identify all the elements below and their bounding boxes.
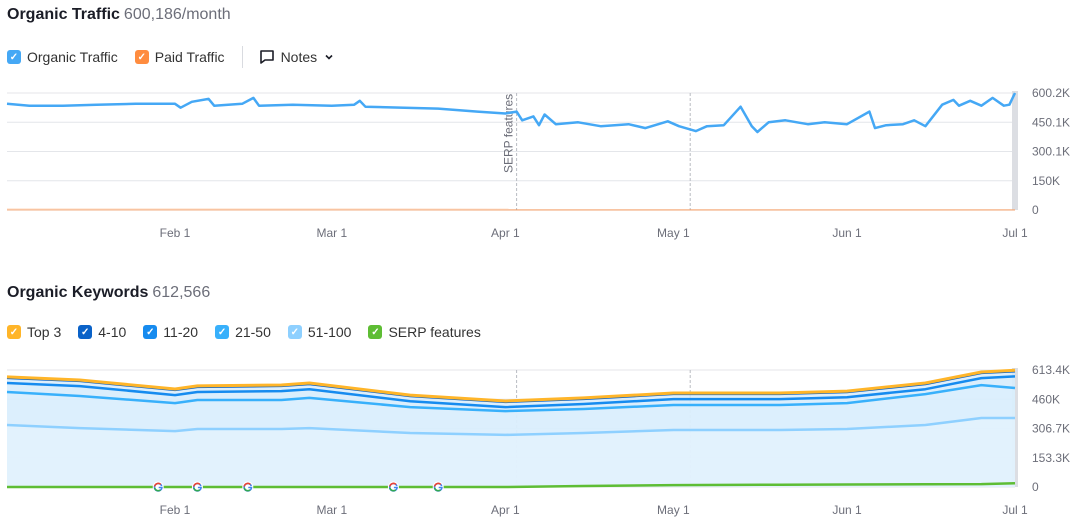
y-tick-label: 150K	[1032, 174, 1060, 188]
google-g-red	[243, 482, 251, 487]
keywords-title-text: Organic Keywords	[7, 284, 149, 301]
legend-label: 21-50	[235, 324, 271, 340]
chevron-down-icon	[325, 54, 333, 60]
google-icon	[191, 481, 203, 493]
x-tick-label: Jun 1	[832, 503, 862, 517]
legend-label: Organic Traffic	[27, 49, 118, 65]
checkbox-icon[interactable]: ✓	[7, 50, 21, 64]
x-tick-label: Apr 1	[491, 226, 520, 240]
keywords-title: Organic Keywords 612,566	[7, 284, 210, 302]
google-icon	[432, 481, 444, 493]
google-g-green	[433, 487, 441, 492]
legend-21-50[interactable]: ✓ 21-50	[215, 324, 271, 340]
google-g-green	[389, 487, 397, 492]
x-tick-label: Mar 1	[316, 503, 347, 517]
y-tick-label: 460K	[1032, 392, 1060, 406]
checkbox-icon[interactable]: ✓	[287, 325, 302, 339]
legend-label: Paid Traffic	[154, 49, 225, 65]
google-g-green	[243, 487, 251, 492]
x-tick-label: Jun 1	[832, 226, 862, 240]
checkbox-icon[interactable]: ✓	[368, 325, 383, 339]
notes-label: Notes	[280, 49, 318, 65]
x-tick-label: Apr 1	[491, 503, 520, 517]
checkbox-icon[interactable]: ✓	[215, 325, 230, 339]
x-tick-label: Mar 1	[316, 226, 347, 240]
x-tick-label: Feb 1	[160, 503, 191, 517]
comment-icon	[259, 50, 274, 64]
traffic-title-text: Organic Traffic	[7, 6, 120, 23]
google-g-green	[193, 487, 201, 492]
divider	[241, 46, 243, 68]
google-g-green	[153, 487, 161, 492]
google-icon	[387, 481, 399, 493]
x-tick-label: May 1	[657, 503, 690, 517]
legend-11-20[interactable]: ✓ 11-20	[143, 324, 198, 340]
google-g-red	[389, 482, 397, 487]
series-line-51-100	[6, 416, 1015, 437]
checkbox-icon[interactable]: ✓	[143, 325, 158, 339]
series-area	[7, 418, 1015, 487]
y-tick-label: 300.1K	[1032, 145, 1070, 159]
google-icon	[242, 481, 254, 493]
google-g-red	[153, 482, 162, 487]
y-tick-label: 306.7K	[1032, 422, 1070, 436]
legend-top-3[interactable]: ✓ Top 3	[7, 324, 61, 340]
google-icon	[152, 481, 164, 493]
traffic-total: 600,186/month	[123, 6, 231, 23]
legend-organic-traffic[interactable]: ✓ Organic Traffic	[7, 49, 118, 65]
checkbox-icon[interactable]: ✓	[134, 50, 149, 64]
legend-label: 4-10	[98, 324, 127, 340]
y-tick-label: 600.2K	[1032, 86, 1070, 100]
legend-serp-features[interactable]: ✓ SERP features	[368, 324, 481, 340]
traffic-title: Organic Traffic 600,186/month	[7, 6, 231, 24]
series-line-organic-traffic	[6, 92, 1017, 134]
google-g-red	[193, 482, 201, 487]
x-tick-label: Feb 1	[160, 226, 191, 240]
legend-51-100[interactable]: ✓ 51-100	[287, 324, 352, 340]
y-tick-label: 0	[1032, 480, 1039, 494]
y-tick-label: 450.1K	[1032, 115, 1070, 129]
checkbox-icon[interactable]: ✓	[78, 325, 93, 339]
y-tick-label: 0	[1032, 203, 1039, 217]
series-line-11-20	[6, 375, 1016, 409]
traffic-chart[interactable]: 600.2K 450.1K 300.1K 150K 0 Feb 1 Mar 1 Apr 1 Ma…	[0, 0, 1092, 250]
y-tick-label: 613.4K	[1032, 363, 1070, 377]
range-handle[interactable]	[1012, 91, 1018, 210]
keywords-legend: ✓ Top 3 ✓ 4-10 ✓ 11-20 ✓ 21-50 ✓ 51-100 ✓ SERP feat…	[7, 324, 498, 340]
x-tick-label: May 1	[657, 226, 690, 240]
traffic-legend: ✓ Organic Traffic ✓ Paid Traffic Notes	[7, 46, 335, 68]
x-tick-label: Jul 1	[1002, 226, 1028, 240]
series-line-serp-features	[7, 481, 1016, 489]
legend-paid-traffic[interactable]: ✓ Paid Traffic	[134, 49, 225, 65]
legend-label: SERP features	[388, 324, 481, 340]
legend-4-10[interactable]: ✓ 4-10	[78, 324, 126, 340]
legend-label: 11-20	[163, 324, 199, 340]
legend-label: Top 3	[27, 324, 62, 340]
google-g-red	[433, 482, 442, 487]
series-line-top-3	[6, 368, 1016, 403]
checkbox-icon[interactable]: ✓	[7, 325, 21, 339]
series-line-21-50	[6, 383, 1016, 413]
notes-dropdown[interactable]: Notes	[259, 49, 336, 65]
x-tick-label: Jul 1	[1002, 503, 1028, 517]
y-tick-label: 153.3K	[1032, 451, 1070, 465]
legend-label: 51-100	[307, 324, 352, 340]
keywords-total: 612,566	[152, 284, 211, 301]
